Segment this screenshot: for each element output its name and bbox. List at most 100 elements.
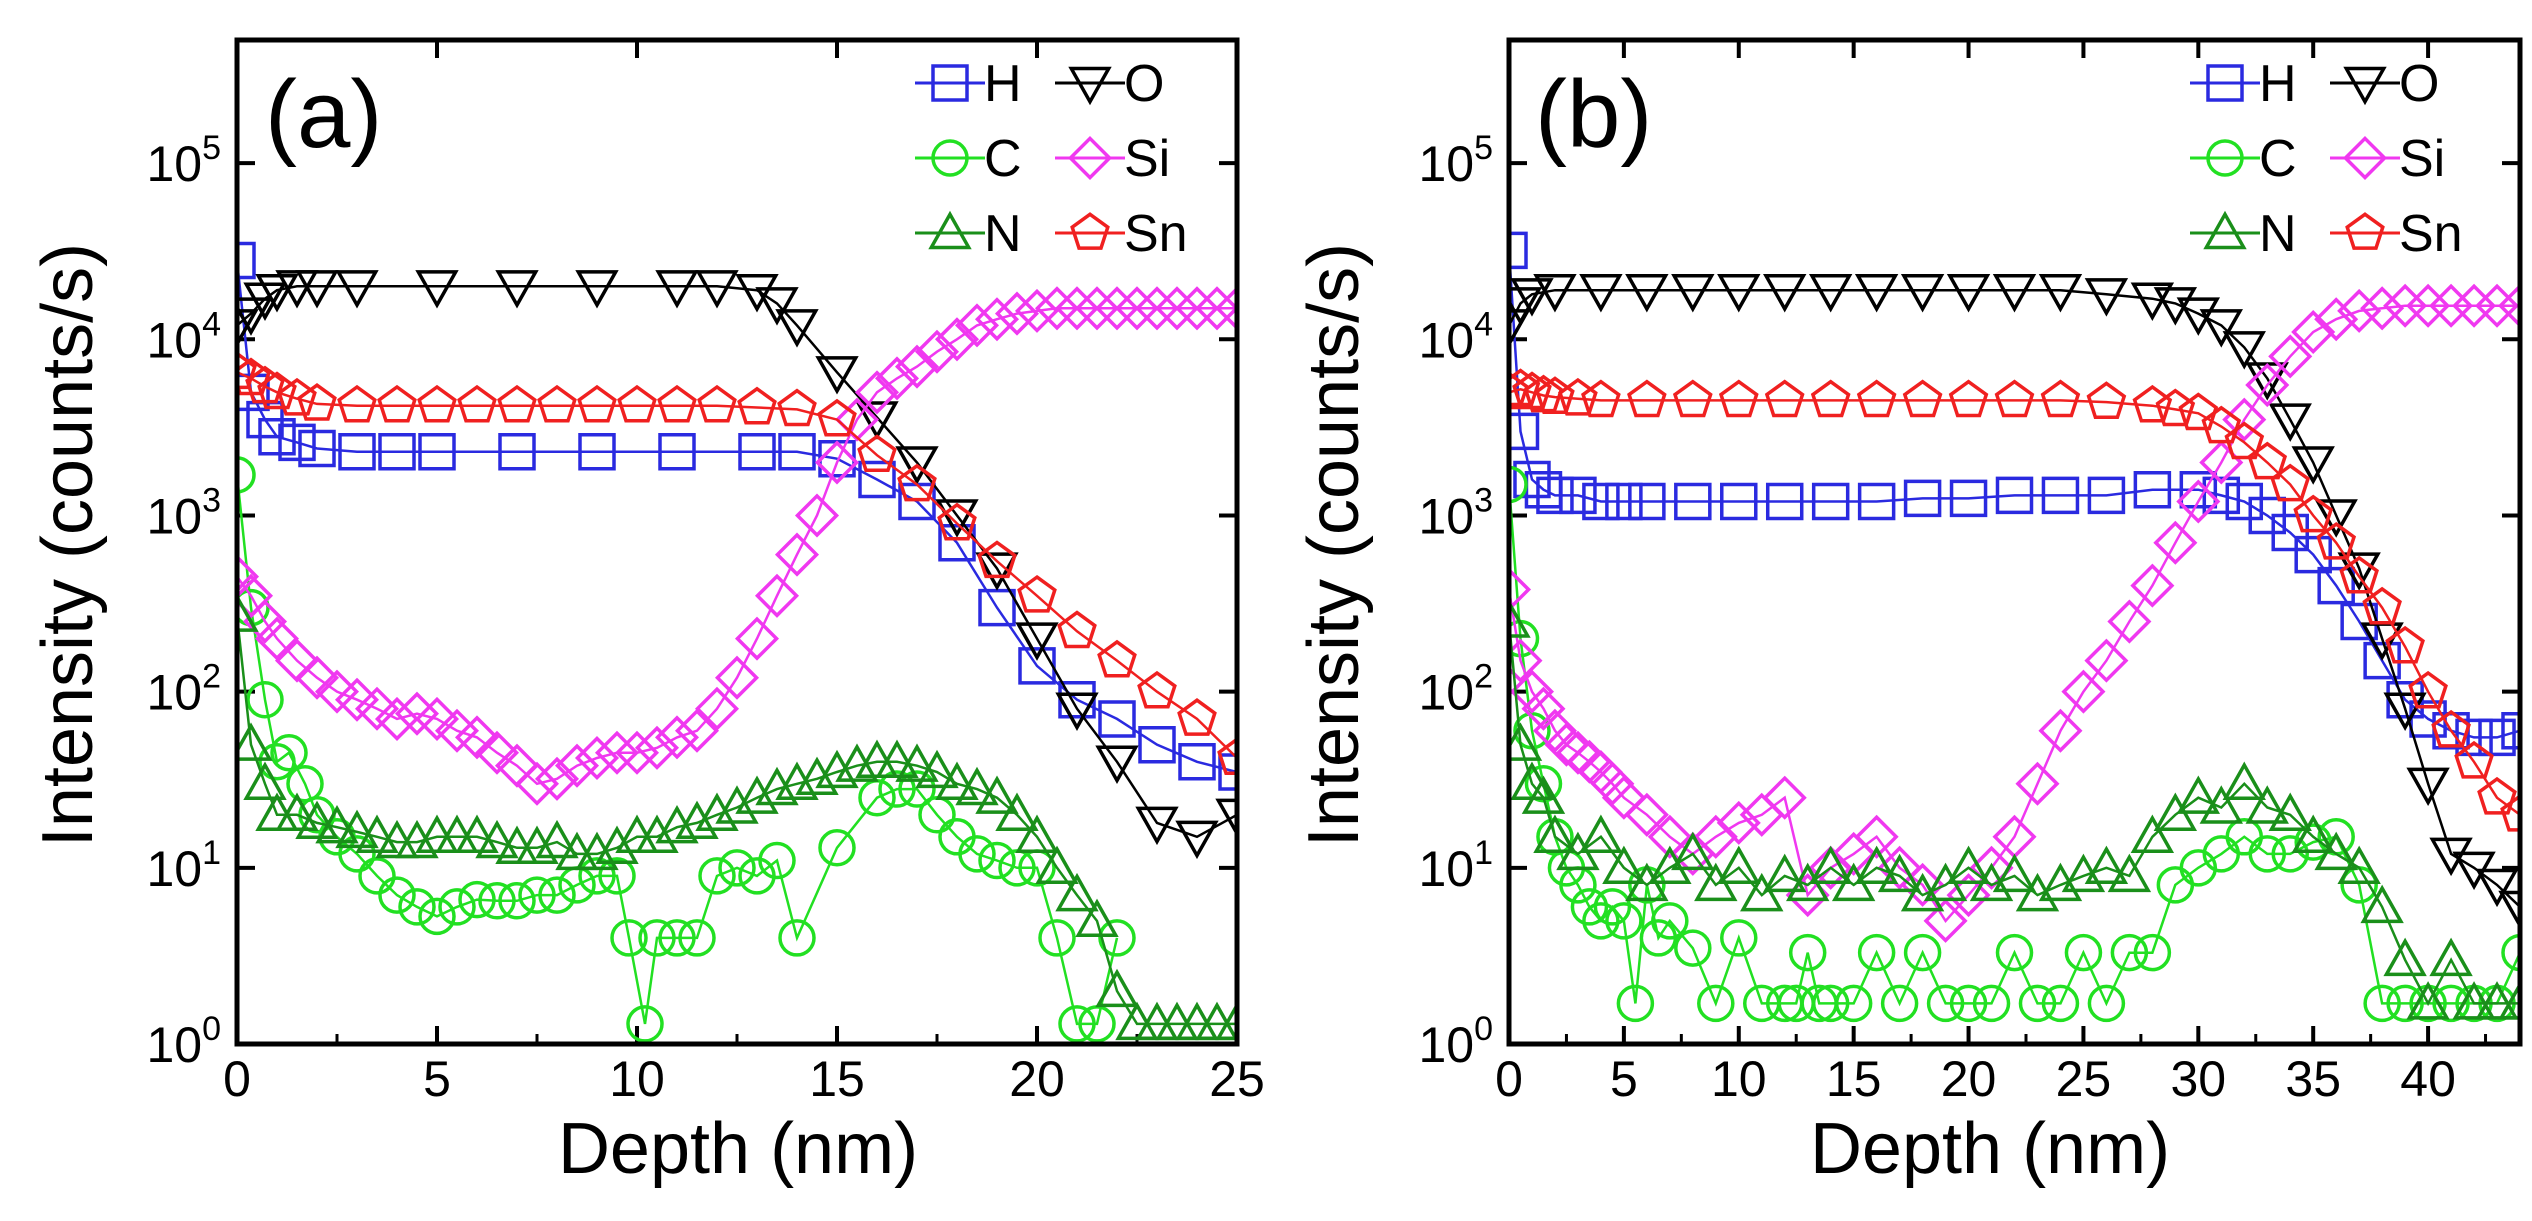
data-point-c [1651, 902, 1689, 940]
data-point-si [2429, 283, 2474, 328]
data-point-si [574, 736, 620, 781]
data-point-o [2337, 552, 2381, 591]
series-si [1509, 283, 2520, 943]
data-point-n [2383, 937, 2427, 977]
x-tick-label: 0 [1495, 1051, 1523, 1107]
data-point-n [335, 809, 379, 849]
data-point-o [1854, 274, 1899, 313]
data-point-si [1114, 286, 1160, 331]
data-point-si [1074, 286, 1120, 331]
data-point-sn [297, 383, 337, 421]
data-point-c [378, 876, 416, 914]
legend-label-n: N [2259, 205, 2297, 263]
data-point-n [1671, 831, 1715, 871]
data-point-sn [1137, 670, 1177, 709]
data-point-o [1095, 745, 1139, 785]
data-point-o [1992, 274, 2037, 313]
data-point-o [1533, 274, 1577, 313]
data-point-c [1903, 933, 1942, 972]
data-point-n [2245, 785, 2289, 824]
data-point-o [895, 446, 939, 485]
data-point-n [635, 814, 679, 854]
data-point-si [454, 715, 500, 760]
data-point-si [2130, 563, 2175, 608]
data-point-n [1717, 845, 1761, 885]
data-point-n [915, 749, 959, 789]
data-point-h [1098, 700, 1136, 738]
data-point-h [1857, 482, 1896, 521]
data-point-si [894, 344, 940, 389]
data-point-n [1763, 853, 1807, 893]
data-point-o [1671, 274, 1715, 313]
data-point-o [695, 270, 739, 309]
data-point-si [1544, 722, 1589, 767]
plot-frame-a [234, 37, 1240, 1047]
data-point-h [498, 433, 536, 471]
data-point-c [1857, 933, 1896, 972]
data-point-si [794, 493, 840, 538]
legend-label-sn: Sn [1124, 205, 1188, 263]
data-point-n [1946, 845, 1991, 885]
data-point-o [2406, 767, 2450, 807]
data-point-si [414, 696, 460, 741]
data-point-si [874, 356, 920, 401]
data-point-si [254, 616, 300, 661]
x-tick-label: 15 [809, 1051, 865, 1107]
data-point-n [2084, 845, 2129, 885]
data-point-o [1175, 820, 1219, 860]
data-point-si [1094, 286, 1140, 331]
data-point-c [358, 857, 396, 895]
data-point-c [2386, 984, 2424, 1023]
data-point-c [878, 770, 916, 808]
data-point-c [698, 857, 736, 895]
x-tick-label: 35 [2285, 1051, 2341, 1107]
data-point-c [626, 1005, 664, 1043]
data-point-n [995, 792, 1039, 831]
data-point-si [934, 317, 980, 362]
data-point-si [1509, 567, 1532, 612]
data-point-si [714, 655, 760, 700]
data-point-si [594, 730, 640, 775]
data-point-h [2501, 711, 2520, 750]
x-tick-label: 25 [1209, 1051, 1265, 1107]
data-point-c [1949, 984, 1988, 1023]
data-point-o [1763, 274, 1807, 313]
data-point-c [2133, 933, 2172, 972]
data-point-sn [617, 384, 657, 423]
y-tick-label: 104 [146, 305, 221, 368]
data-point-sn [2086, 381, 2127, 420]
legend-marker-n [2203, 210, 2247, 250]
plot-frame-b [1506, 37, 2523, 1047]
data-point-n [575, 831, 619, 871]
x-tick-label: 30 [2171, 1051, 2227, 1107]
data-point-sn [1810, 379, 1851, 418]
data-point-o [1135, 806, 1179, 846]
data-point-n [1992, 853, 2037, 893]
data-point-n [2498, 981, 2520, 1020]
data-point-sn [2431, 709, 2471, 748]
x-axis-label-b: Depth (nm) [1810, 1109, 2170, 1189]
data-point-h [858, 460, 896, 499]
x-tick-label: 20 [1941, 1051, 1997, 1107]
data-point-o [2475, 868, 2519, 908]
data-point-n [595, 825, 639, 864]
data-point-si [1509, 638, 1543, 683]
series-n [237, 593, 1237, 1041]
data-point-si [2176, 479, 2221, 524]
data-point-c [1720, 919, 1758, 957]
data-point-c [1038, 919, 1076, 957]
data-point-o [335, 270, 379, 309]
data-point-c [418, 897, 456, 936]
data-point-o [655, 270, 699, 309]
y-tick-label: 104 [1418, 305, 1493, 368]
data-point-o [755, 287, 799, 326]
data-point-c [1697, 984, 1735, 1023]
data-point-o [855, 401, 899, 440]
data-point-si [2153, 520, 2198, 565]
data-point-si [774, 532, 820, 577]
data-point-sn [1017, 574, 1057, 613]
data-point-o [2268, 403, 2312, 442]
legend-label-h: H [2259, 55, 2297, 113]
data-point-n [975, 775, 1019, 814]
data-point-n [2360, 884, 2404, 924]
